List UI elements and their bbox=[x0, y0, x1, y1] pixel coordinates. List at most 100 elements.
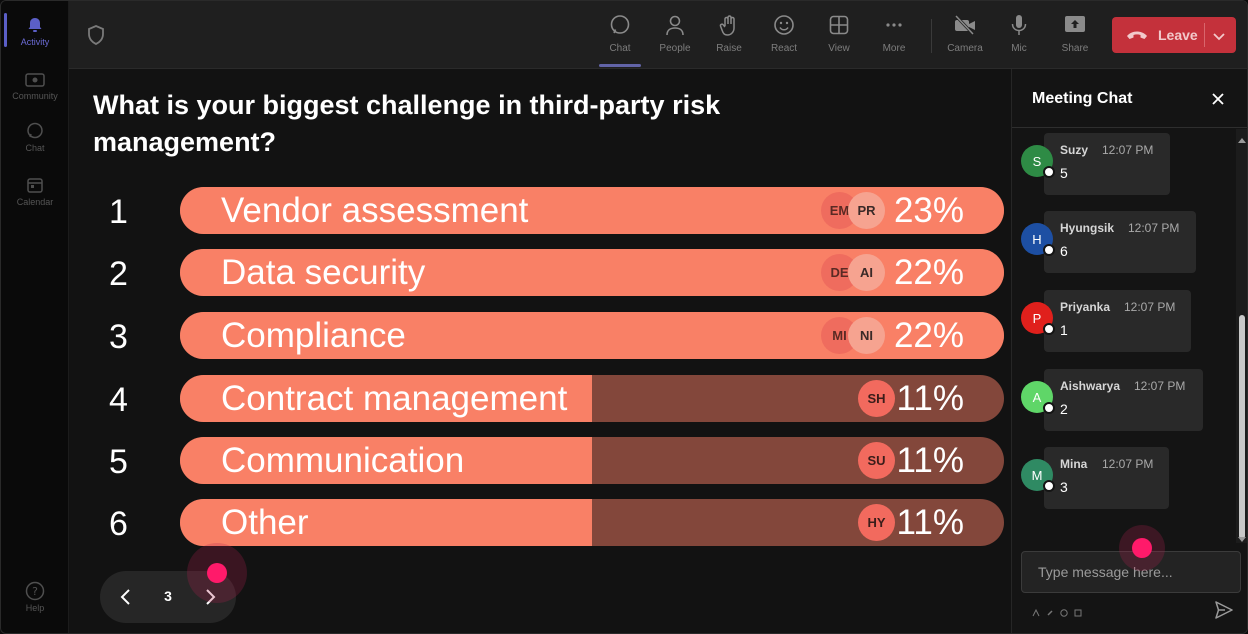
chat-message: Suzy 12:07 PM 5 S bbox=[1020, 133, 1240, 197]
poll-option-row: 2 Data security DE AI 22% bbox=[69, 249, 1011, 297]
close-icon[interactable] bbox=[1210, 91, 1226, 107]
rail-active-indicator bbox=[4, 13, 7, 47]
rail-item-chat[interactable]: Chat bbox=[1, 111, 69, 163]
chat-button[interactable]: Chat bbox=[595, 9, 645, 67]
sender-name: Suzy bbox=[1060, 143, 1089, 157]
voter-avatar: HY bbox=[858, 504, 895, 541]
people-button[interactable]: People bbox=[650, 9, 700, 63]
page-number: 3 bbox=[164, 588, 172, 604]
scroll-up-icon[interactable] bbox=[1237, 131, 1247, 143]
rail-label: Activity bbox=[20, 36, 50, 47]
more-button[interactable]: More bbox=[869, 9, 919, 63]
message-time: 12:07 PM bbox=[1102, 143, 1154, 157]
presence-status-icon bbox=[1043, 480, 1055, 492]
svg-text:?: ? bbox=[32, 585, 38, 598]
format-toolbar bbox=[1032, 604, 1082, 617]
rail-label: Calendar bbox=[16, 196, 54, 207]
rail-label: Chat bbox=[25, 142, 45, 153]
presence-status-icon bbox=[1043, 244, 1055, 256]
next-page-button[interactable] bbox=[198, 585, 222, 609]
chat-message: Mina 12:07 PM 3 M bbox=[1020, 447, 1240, 511]
chat-message-input[interactable] bbox=[1021, 551, 1241, 593]
message-bubble: Priyanka 12:07 PM 1 bbox=[1044, 290, 1191, 352]
send-icon[interactable] bbox=[1214, 601, 1234, 619]
raise-hand-icon bbox=[717, 13, 741, 37]
toolbar-label: React bbox=[770, 43, 798, 54]
meeting-chat-panel: Meeting Chat Suzy 12:07 PM 5 S Hyungsik 12:07… bbox=[1011, 69, 1247, 633]
gif-icon[interactable] bbox=[1074, 604, 1082, 617]
option-percent: 22% bbox=[893, 253, 964, 292]
option-label: Communication bbox=[221, 441, 465, 480]
rail-item-activity[interactable]: Activity bbox=[1, 5, 69, 57]
shield-icon bbox=[87, 25, 105, 45]
chat-bubble-icon bbox=[25, 122, 45, 140]
poll-option-row: 6 Other HY 11% bbox=[69, 499, 1011, 547]
chat-scrollbar[interactable] bbox=[1236, 129, 1247, 543]
result-bar: Vendor assessment EM PR 23% bbox=[180, 187, 1004, 234]
format-text-icon[interactable] bbox=[1032, 604, 1040, 617]
option-number: 3 bbox=[109, 318, 128, 356]
share-icon bbox=[1063, 13, 1087, 37]
meeting-toolbar: Chat People Raise React View bbox=[69, 1, 1247, 69]
rail-item-calendar[interactable]: Calendar bbox=[1, 165, 69, 217]
message-bubble: Hyungsik 12:07 PM 6 bbox=[1044, 211, 1196, 273]
chat-message: Aishwarya 12:07 PM 2 A bbox=[1020, 369, 1240, 433]
mic-button[interactable]: Mic bbox=[994, 9, 1044, 63]
result-bar: Data security DE AI 22% bbox=[180, 249, 1004, 296]
option-percent: 11% bbox=[896, 503, 964, 542]
rail-item-help[interactable]: ? Help bbox=[1, 571, 69, 623]
voter-avatar: SH bbox=[858, 380, 895, 417]
option-number: 5 bbox=[109, 443, 128, 481]
toolbar-label: Share bbox=[1061, 43, 1089, 54]
emoji-icon[interactable] bbox=[1060, 604, 1068, 617]
click-indicator-dot bbox=[207, 563, 227, 583]
rail-label: Help bbox=[25, 602, 45, 613]
voter-avatar: AI bbox=[848, 254, 885, 291]
option-percent: 23% bbox=[893, 191, 964, 230]
presence-status-icon bbox=[1043, 166, 1055, 178]
chat-message: Hyungsik 12:07 PM 6 H bbox=[1020, 211, 1240, 275]
toolbar-label: More bbox=[882, 43, 906, 54]
result-bar-fill bbox=[180, 437, 592, 484]
option-percent: 22% bbox=[893, 316, 964, 355]
raise-hand-button[interactable]: Raise bbox=[704, 9, 754, 63]
message-text: 6 bbox=[1060, 243, 1068, 259]
toolbar-label: Camera bbox=[947, 43, 983, 54]
result-bar: Other HY 11% bbox=[180, 499, 1004, 546]
rail-item-community[interactable]: Community bbox=[1, 59, 69, 111]
bell-icon bbox=[25, 16, 45, 34]
chevron-down-icon[interactable] bbox=[1212, 29, 1226, 41]
community-icon bbox=[25, 70, 45, 88]
share-button[interactable]: Share bbox=[1050, 9, 1100, 63]
option-number: 2 bbox=[109, 255, 128, 293]
camera-button[interactable]: Camera bbox=[940, 9, 990, 63]
toolbar-label: Chat bbox=[609, 43, 631, 54]
leave-label: Leave bbox=[1158, 27, 1198, 43]
message-bubble: Aishwarya 12:07 PM 2 bbox=[1044, 369, 1203, 431]
scroll-down-icon[interactable] bbox=[1237, 531, 1247, 542]
rail-label: Community bbox=[12, 90, 58, 101]
presence-status-icon bbox=[1043, 402, 1055, 414]
more-icon bbox=[882, 13, 906, 37]
option-percent: 11% bbox=[896, 379, 964, 418]
poll-option-row: 4 Contract management SH 11% bbox=[69, 375, 1011, 423]
sender-name: Aishwarya bbox=[1060, 379, 1121, 393]
option-label: Data security bbox=[221, 253, 426, 292]
sender-name: Priyanka bbox=[1060, 300, 1111, 314]
previous-page-button[interactable] bbox=[114, 585, 138, 609]
option-number: 6 bbox=[109, 505, 128, 543]
chat-message: Priyanka 12:07 PM 1 P bbox=[1020, 290, 1240, 354]
react-button[interactable]: React bbox=[759, 9, 809, 63]
smiley-icon bbox=[772, 13, 796, 37]
option-number: 4 bbox=[109, 381, 128, 419]
view-button[interactable]: View bbox=[814, 9, 864, 63]
attach-icon[interactable] bbox=[1046, 604, 1054, 616]
result-bar: Contract management SH 11% bbox=[180, 375, 1004, 422]
scroll-thumb[interactable] bbox=[1239, 315, 1245, 539]
grid-icon bbox=[827, 13, 851, 37]
result-bar-fill bbox=[180, 499, 592, 546]
click-indicator-dot bbox=[1132, 538, 1152, 558]
leave-button[interactable]: Leave bbox=[1112, 17, 1236, 53]
message-time: 12:07 PM bbox=[1134, 379, 1186, 393]
camera-off-icon bbox=[953, 13, 977, 37]
